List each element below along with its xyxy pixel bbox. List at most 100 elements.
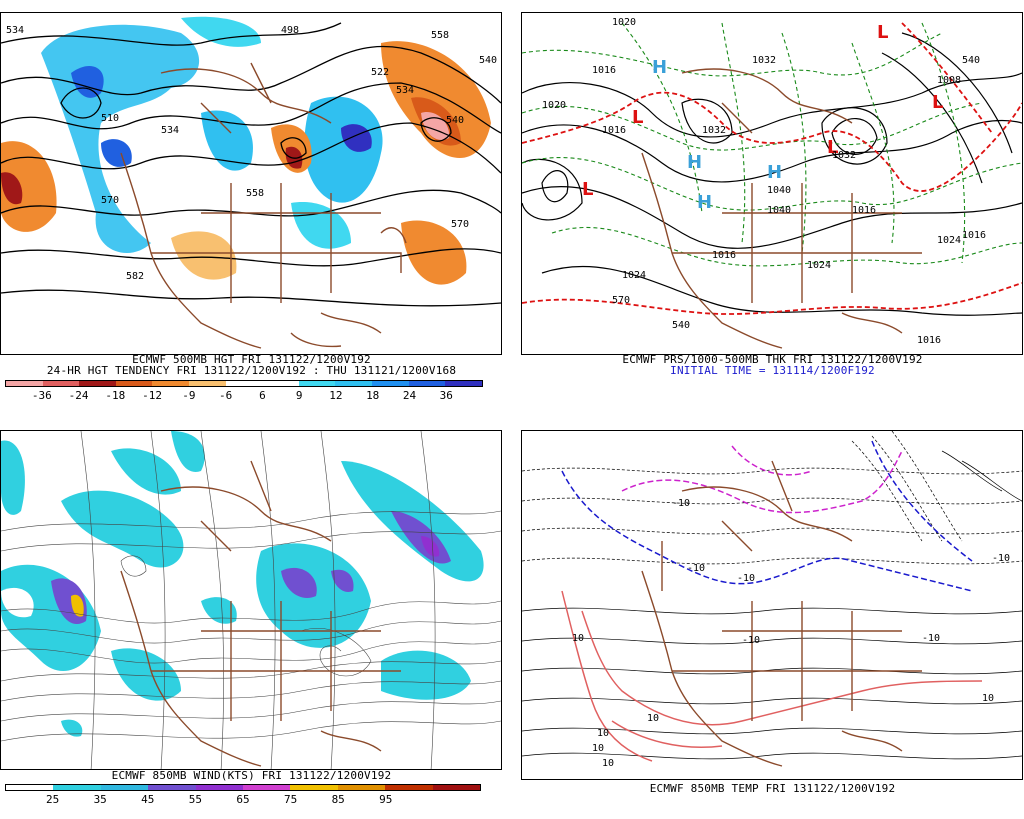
tendency-fill-negative (41, 16, 383, 253)
colorbar-tick-label: 9 (295, 389, 303, 402)
contour-label: 510 (101, 113, 119, 124)
colorbar-swatch (243, 785, 291, 790)
colorbar-tick-label: -12 (142, 389, 162, 402)
colorbar-swatch (195, 785, 244, 790)
high-pressure-marker: H (697, 192, 712, 213)
contour-label: 10 (572, 633, 584, 644)
low-pressure-marker: L (582, 179, 593, 200)
contour-label: 1020 (612, 17, 636, 28)
colorbar-swatch (100, 785, 149, 790)
panel-500mb-height: 534 498 558 540 522 534 540 510 534 570 558 570 582 … (0, 0, 503, 405)
contour-label: 1016 (712, 250, 736, 261)
contour-label: 1016 (917, 335, 941, 346)
colorbar-tick-label: -24 (68, 389, 89, 402)
contour-label: 1016 (592, 65, 616, 76)
contour-label: 570 (451, 219, 469, 230)
low-pressure-marker: L (827, 137, 838, 158)
contour-label: 570 (101, 195, 119, 206)
contour-label: 534 (6, 25, 24, 36)
contour-label: 534 (161, 125, 179, 136)
colorbar-swatch (408, 381, 446, 386)
contour-label: 10 (592, 743, 604, 754)
contour-label: 540 (446, 115, 464, 126)
contour-label: -10 (737, 573, 755, 584)
colorbar-swatch (225, 381, 263, 386)
colorbar-tick-label: -36 (31, 389, 52, 402)
contour-label: 540 (479, 55, 497, 66)
colorbar-swatch (385, 785, 433, 790)
contour-label: 558 (431, 30, 449, 41)
contour-label: 1016 (962, 230, 986, 241)
colorbar-tick-label: 25 (45, 793, 60, 806)
contour-label: -10 (687, 563, 705, 574)
contour-label: 540 (962, 55, 980, 66)
wind-colorbar-ticks: 25 35 45 55 65 75 85 95 (5, 793, 481, 806)
contour-label: 1008 (937, 75, 961, 86)
contour-label: 498 (281, 25, 299, 36)
panel-850mb-temp: 10 10 10 10 10 10 -10 -10 -10 -10 -10 -10 ECMWF 850… (521, 418, 1024, 819)
freezing-line-blue (561, 440, 973, 592)
colorbar-swatch (298, 381, 336, 386)
contour-label: 10 (597, 728, 609, 739)
map-borders (120, 460, 401, 767)
colorbar-tick-label: 12 (329, 389, 343, 402)
contour-label: -10 (742, 635, 760, 646)
thickness-540-570-lines (522, 22, 1022, 315)
panel3-caption: ECMWF 850MB WIND(KTS) FRI 131122/1200V19… (111, 769, 392, 782)
contour-label: 10 (982, 693, 994, 704)
contour-label: 10 (602, 758, 614, 769)
height-contours (1, 22, 501, 307)
map-pressure-thickness: H H H H L L L L L 1020 1032 1016 1016 1020 10… (521, 12, 1023, 355)
colorbar-swatch (432, 785, 481, 790)
wind-speed-fill (1, 431, 484, 737)
colorbar-tick-label: 36 (439, 389, 453, 402)
panel4-caption: ECMWF 850MB TEMP FRI 131122/1200V192 (649, 782, 896, 795)
contour-label: -10 (672, 498, 690, 509)
tendency-colorbar (5, 380, 483, 387)
colorbar-swatch (148, 785, 196, 790)
colorbar-tick-label: 85 (331, 793, 345, 806)
colorbar-tick-label: 18 (366, 389, 380, 402)
panel-850mb-wind: ECMWF 850MB WIND(KTS) FRI 131122/1200V19… (0, 418, 503, 819)
thickness-contours (522, 22, 1022, 267)
contour-label: 1032 (832, 150, 856, 161)
colorbar-tick-label: 95 (379, 793, 393, 806)
colorbar-swatch (335, 381, 373, 386)
contour-labels: 534 498 558 540 522 534 540 510 534 570 558 570 582 (6, 25, 497, 282)
contour-labels: 1020 1032 1016 1016 1020 1032 1040 1040 1032 1024… (542, 17, 986, 346)
colorbar-swatch (445, 381, 482, 386)
colorbar-swatch (189, 381, 226, 386)
colorbar-swatch (152, 381, 190, 386)
streamlines (1, 431, 501, 769)
contour-label: 1024 (807, 260, 831, 271)
colorbar-swatch (79, 381, 116, 386)
map-500mb-height: 534 498 558 540 522 534 540 510 534 570 558 570 582 (0, 12, 502, 355)
panel1-tendency-caption: 24-HR HGT TENDENCY FRI 131122/1200V192 :… (46, 364, 457, 377)
wind-colorbar (5, 784, 481, 791)
contour-label: 1032 (702, 125, 726, 136)
map-borders (641, 460, 922, 767)
map-borders (641, 68, 922, 349)
low-pressure-marker: L (632, 107, 643, 128)
contour-label: -10 (922, 633, 940, 644)
contour-label: 582 (126, 271, 144, 282)
contour-label: 570 (612, 295, 630, 306)
colorbar-tick-label: -18 (105, 389, 126, 402)
colorbar-swatch (6, 381, 43, 386)
contour-label: 522 (371, 67, 389, 78)
high-pressure-marker: H (652, 57, 667, 78)
colorbar-swatch (262, 381, 299, 386)
contour-label: 1024 (622, 270, 646, 281)
panel1-caption: ECMWF 500MB HGT FRI 131122/1200V192 (132, 353, 371, 366)
colorbar-swatch (337, 785, 386, 790)
contour-label: 1016 (602, 125, 626, 136)
temperature-contours-cold (522, 431, 1022, 565)
map-borders (120, 62, 407, 349)
colorbar-tick-label: 75 (283, 793, 298, 806)
contour-label: 1020 (542, 100, 566, 111)
colorbar-swatch (53, 785, 101, 790)
contour-labels: 10 10 10 10 10 10 -10 -10 -10 -10 -10 -10 (572, 498, 1010, 769)
pressure-centers: H H H H L L L L L (582, 22, 943, 213)
low-pressure-marker: L (877, 22, 888, 43)
panel2-caption: ECMWF PRS/1000-500MB THK FRI 131122/1200… (622, 353, 923, 366)
